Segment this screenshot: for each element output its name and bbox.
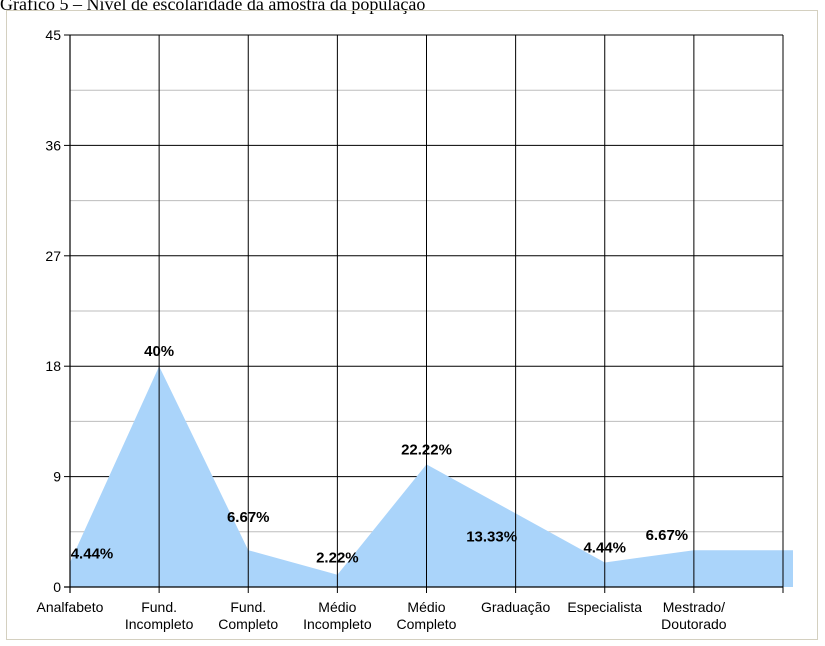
x-tick-label: Especialista <box>567 599 642 615</box>
data-label: 4.44% <box>71 545 114 562</box>
x-tick-label: Fund. Incompleto <box>125 599 194 632</box>
y-tick-label: 36 <box>45 137 61 153</box>
x-tick-label: Mestrado/Doutorado <box>661 599 727 632</box>
data-label: 13.33% <box>466 528 517 545</box>
data-label: 22.22% <box>401 441 452 458</box>
data-labels: 4.44% 40% 6.67% 2.22% 22.22% 13.33% 4.44% 6.67% <box>71 343 688 567</box>
chart-frame <box>6 10 818 640</box>
x-tick-label: Médio Completo <box>397 599 457 632</box>
data-label: 6.67% <box>646 527 689 544</box>
data-label: 40% <box>144 343 174 360</box>
x-tick-labels: Analfabeto Fund. Incompleto Fund. Completo Mé… <box>37 599 727 632</box>
y-tick-labels: 0 9 18 27 36 45 <box>45 27 61 595</box>
x-tick-label: Analfabeto <box>37 599 104 615</box>
data-label: 6.67% <box>227 509 270 526</box>
y-tick-label: 9 <box>53 469 61 485</box>
x-tick-label: Médio Incompleto <box>303 599 372 632</box>
y-tick-label: 45 <box>45 27 61 43</box>
x-tick-label: Graduação <box>481 599 550 615</box>
data-label: 2.22% <box>316 550 359 567</box>
y-tick-label: 18 <box>45 358 61 374</box>
data-label: 4.44% <box>583 539 626 556</box>
axes <box>64 34 784 593</box>
area-fill <box>70 366 793 587</box>
category-lines <box>158 35 784 587</box>
y-tick-label: 0 <box>53 579 61 595</box>
x-tick-label: Fund. Completo <box>218 599 278 632</box>
y-tick-label: 27 <box>45 248 61 264</box>
